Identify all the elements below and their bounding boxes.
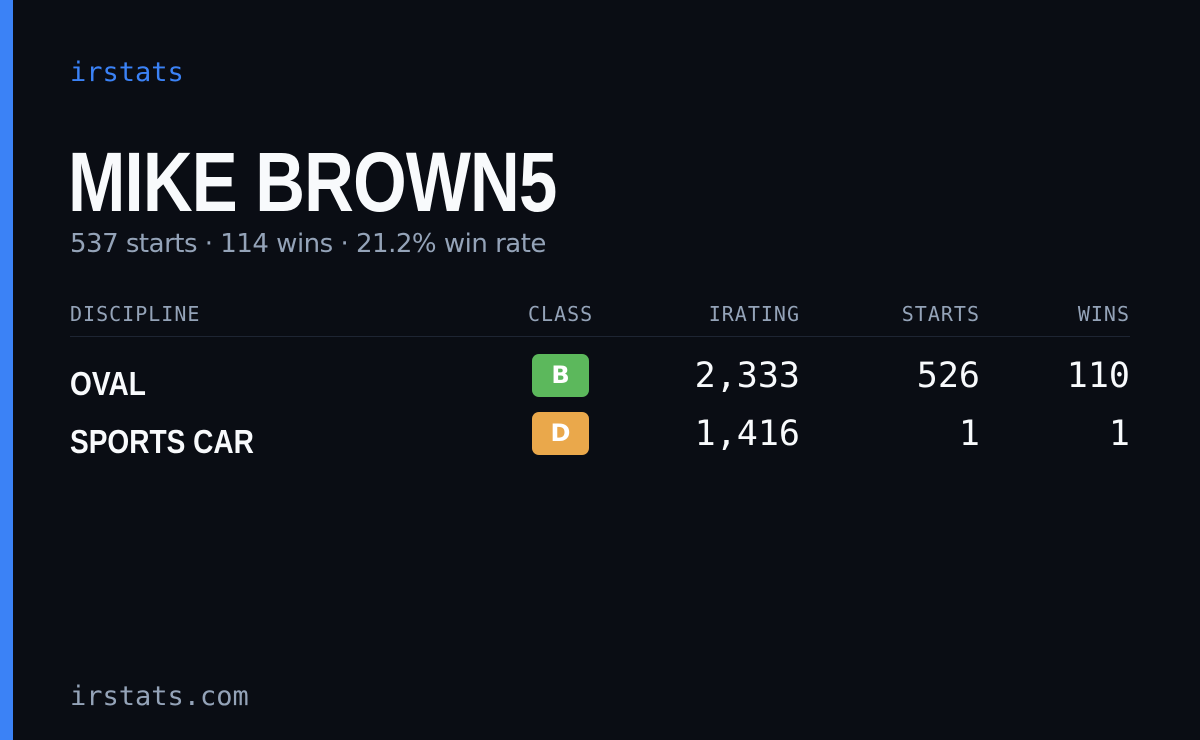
discipline-name: OVAL <box>70 365 146 402</box>
footer-site-link[interactable]: irstats.com <box>70 681 249 712</box>
class-badge: D <box>532 412 589 455</box>
irating-value: 2,333 <box>694 356 800 396</box>
brand-logo[interactable]: irstats <box>70 57 184 88</box>
class-badge: B <box>532 354 589 397</box>
discipline-name: SPORTS CAR <box>70 423 254 460</box>
header-wins: WINS <box>1077 302 1130 326</box>
stats-table: DISCIPLINE CLASS IRATING STARTS WINS OVA… <box>70 296 1130 470</box>
table-header: DISCIPLINE CLASS IRATING STARTS WINS <box>70 296 1130 337</box>
accent-bar <box>0 0 13 740</box>
table-row: OVAL B 2,333 526 110 <box>70 354 1130 412</box>
starts-value: 1 <box>958 414 980 454</box>
starts-value: 526 <box>916 356 980 396</box>
table-row: SPORTS CAR D 1,416 1 1 <box>70 412 1130 470</box>
header-class: CLASS <box>528 302 594 326</box>
irating-value: 1,416 <box>694 414 800 454</box>
player-summary: 537 starts · 114 wins · 21.2% win rate <box>70 229 546 259</box>
wins-value: 110 <box>1066 356 1130 396</box>
wins-value: 1 <box>1108 414 1130 454</box>
header-discipline: DISCIPLINE <box>70 302 201 326</box>
header-irating: IRATING <box>708 302 800 326</box>
player-name: MIKE BROWN5 <box>68 135 557 229</box>
header-starts: STARTS <box>901 302 980 326</box>
